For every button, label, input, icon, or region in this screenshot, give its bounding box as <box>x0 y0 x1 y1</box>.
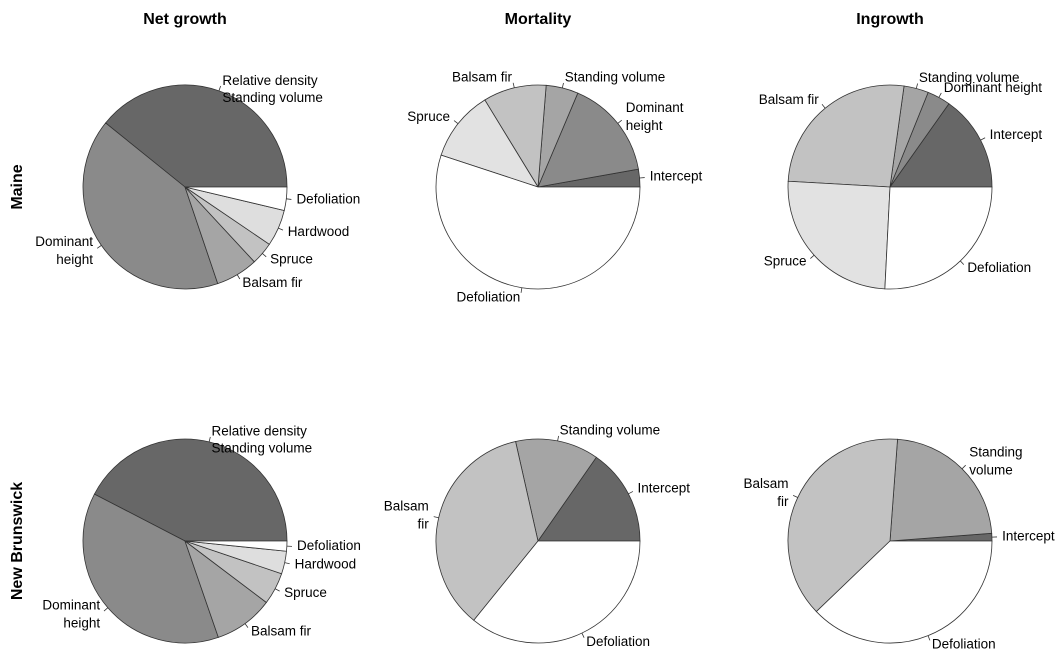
slice-label: Standing volume <box>969 444 1022 477</box>
slice-label: Standing volume <box>565 70 666 85</box>
slice-label: Hardwood <box>288 224 350 239</box>
slice-label: Relative density <box>222 73 318 88</box>
slice-label: Balsam fir <box>384 498 430 531</box>
slice-label: Standing volume <box>212 441 313 456</box>
row-label: New Brunswick <box>9 482 26 600</box>
slice-label: Spruce <box>270 252 313 267</box>
pie-slice <box>440 99 539 188</box>
label-leader <box>915 83 918 89</box>
slice-label: Defoliation <box>967 260 1031 275</box>
label-leader <box>262 253 267 258</box>
slice-label: Defoliation <box>932 637 996 652</box>
slice-label: Intercept <box>650 169 703 184</box>
slice-label: Defoliation <box>456 289 520 304</box>
label-leader <box>244 623 249 628</box>
label-leader <box>278 227 284 231</box>
label-leader <box>959 260 965 265</box>
label-leader <box>617 119 622 124</box>
slice-label: Dominant height <box>626 100 684 133</box>
slice-label: Spruce <box>764 254 807 269</box>
label-leader <box>208 436 211 442</box>
label-leader <box>520 287 523 293</box>
label-leader <box>453 120 459 124</box>
slice-label: Spruce <box>284 585 327 600</box>
slice-label: Defoliation <box>586 634 650 649</box>
label-leader <box>512 82 515 88</box>
slice-label: Balsam fir <box>452 69 513 84</box>
slice-label: Defoliation <box>296 192 360 207</box>
label-leader <box>274 588 280 592</box>
slice-label: Defoliation <box>297 538 361 553</box>
label-leader <box>103 607 109 612</box>
label-leader <box>581 632 585 638</box>
pie-slice <box>435 441 539 621</box>
pie-slice <box>515 438 597 542</box>
label-leader <box>980 137 986 141</box>
label-leader <box>938 92 942 98</box>
pie-slice <box>787 84 905 188</box>
slice-label: Relative density <box>212 424 308 439</box>
column-title: Ingrowth <box>856 11 924 28</box>
slice-label: Standing volume <box>919 70 1020 85</box>
slice-label: Intercept <box>1002 528 1055 543</box>
pie-slice <box>82 493 219 644</box>
label-leader <box>557 435 559 441</box>
pie-slice <box>815 540 993 644</box>
label-leader <box>433 516 439 519</box>
column-title: Net growth <box>143 11 227 28</box>
pie-slice <box>537 92 639 188</box>
label-leader <box>236 274 241 280</box>
slice-label: Standing volume <box>560 422 661 437</box>
label-leader <box>821 104 826 109</box>
slice-label: Balsam fir <box>743 476 789 509</box>
pie-slice <box>93 438 288 542</box>
label-leader <box>792 494 798 498</box>
pie-slice <box>884 186 993 290</box>
slice-label: Dominant height <box>42 597 100 630</box>
slice-label: Dominant height <box>35 234 93 267</box>
label-leader <box>218 85 222 91</box>
slice-label: Hardwood <box>295 556 357 571</box>
label-leader <box>286 198 292 200</box>
column-title: Mortality <box>505 11 572 28</box>
label-leader <box>561 82 564 89</box>
slice-label: Balsam fir <box>251 623 312 638</box>
label-leader <box>628 491 634 495</box>
label-leader <box>810 254 815 259</box>
label-leader <box>961 464 966 470</box>
slice-label: Intercept <box>637 481 690 496</box>
slice-label: Standing volume <box>222 90 323 105</box>
row-label: Maine <box>9 164 26 209</box>
slice-label: Balsam fir <box>759 92 820 107</box>
pie-slice <box>787 180 891 290</box>
label-leader <box>284 562 290 565</box>
slice-label: Spruce <box>407 109 450 124</box>
slice-label: Dominant height <box>944 80 1043 95</box>
slice-label: Intercept <box>990 127 1043 142</box>
label-leader <box>96 245 102 249</box>
label-leader <box>927 635 931 641</box>
slice-label: Balsam fir <box>242 275 303 290</box>
